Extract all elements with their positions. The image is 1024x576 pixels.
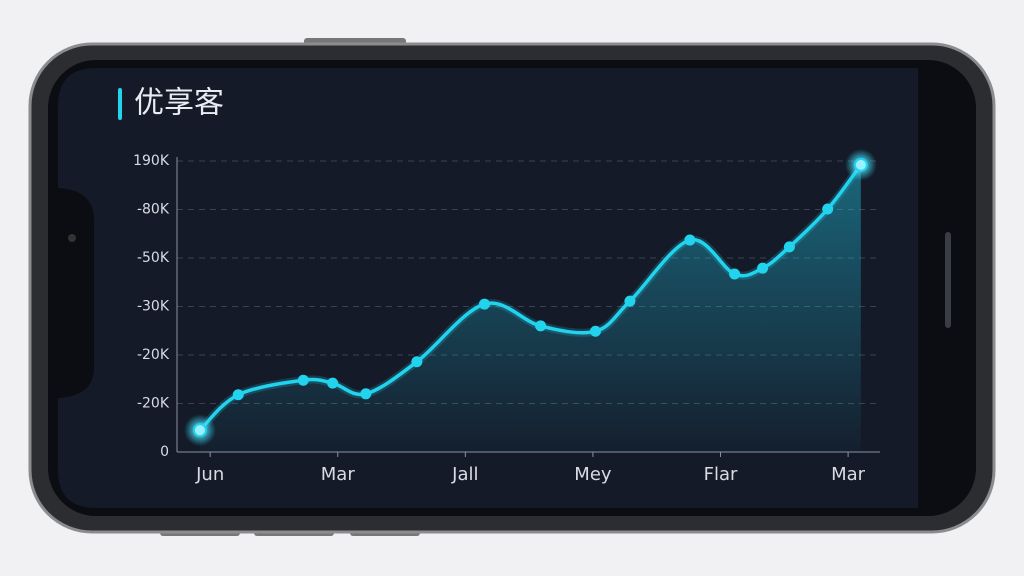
point (360, 388, 372, 400)
point (589, 325, 601, 337)
point (729, 268, 741, 280)
point (783, 241, 795, 253)
plot: 0 -20K -20K -30K -50K -80K 190K Jun Mar Jall Mey Fl… (133, 148, 880, 485)
point (853, 157, 868, 172)
point (624, 295, 636, 307)
point (757, 262, 769, 274)
point (327, 377, 339, 389)
x-tick-label: Flar (704, 464, 738, 485)
y-tick-label: -20K (137, 347, 170, 363)
point (192, 423, 207, 438)
point (297, 374, 309, 386)
area (199, 164, 861, 452)
point (411, 356, 423, 368)
home-indicator (945, 232, 951, 328)
x-tick-label: Mar (321, 464, 356, 485)
x-tick-label: Jall (451, 464, 478, 485)
point (822, 203, 834, 215)
line (198, 163, 863, 432)
chart-title: 优享客 (134, 86, 224, 121)
y-tick-label: -20K (137, 396, 170, 412)
x-tick-label: Mar (831, 464, 866, 485)
y-tick-label: -50K (137, 250, 170, 266)
x-tick-label: Mey (574, 464, 612, 485)
point (478, 298, 490, 310)
camera (68, 234, 76, 242)
y-tick-label: -80K (137, 202, 170, 218)
title-accent (118, 88, 122, 120)
y-tick-label: 190K (133, 153, 170, 169)
y-tick-label: 0 (160, 444, 169, 460)
point (684, 234, 696, 246)
point (535, 320, 547, 332)
point (232, 389, 244, 401)
x-tick-label: Jun (195, 464, 224, 485)
y-tick-label: -30K (137, 299, 170, 315)
